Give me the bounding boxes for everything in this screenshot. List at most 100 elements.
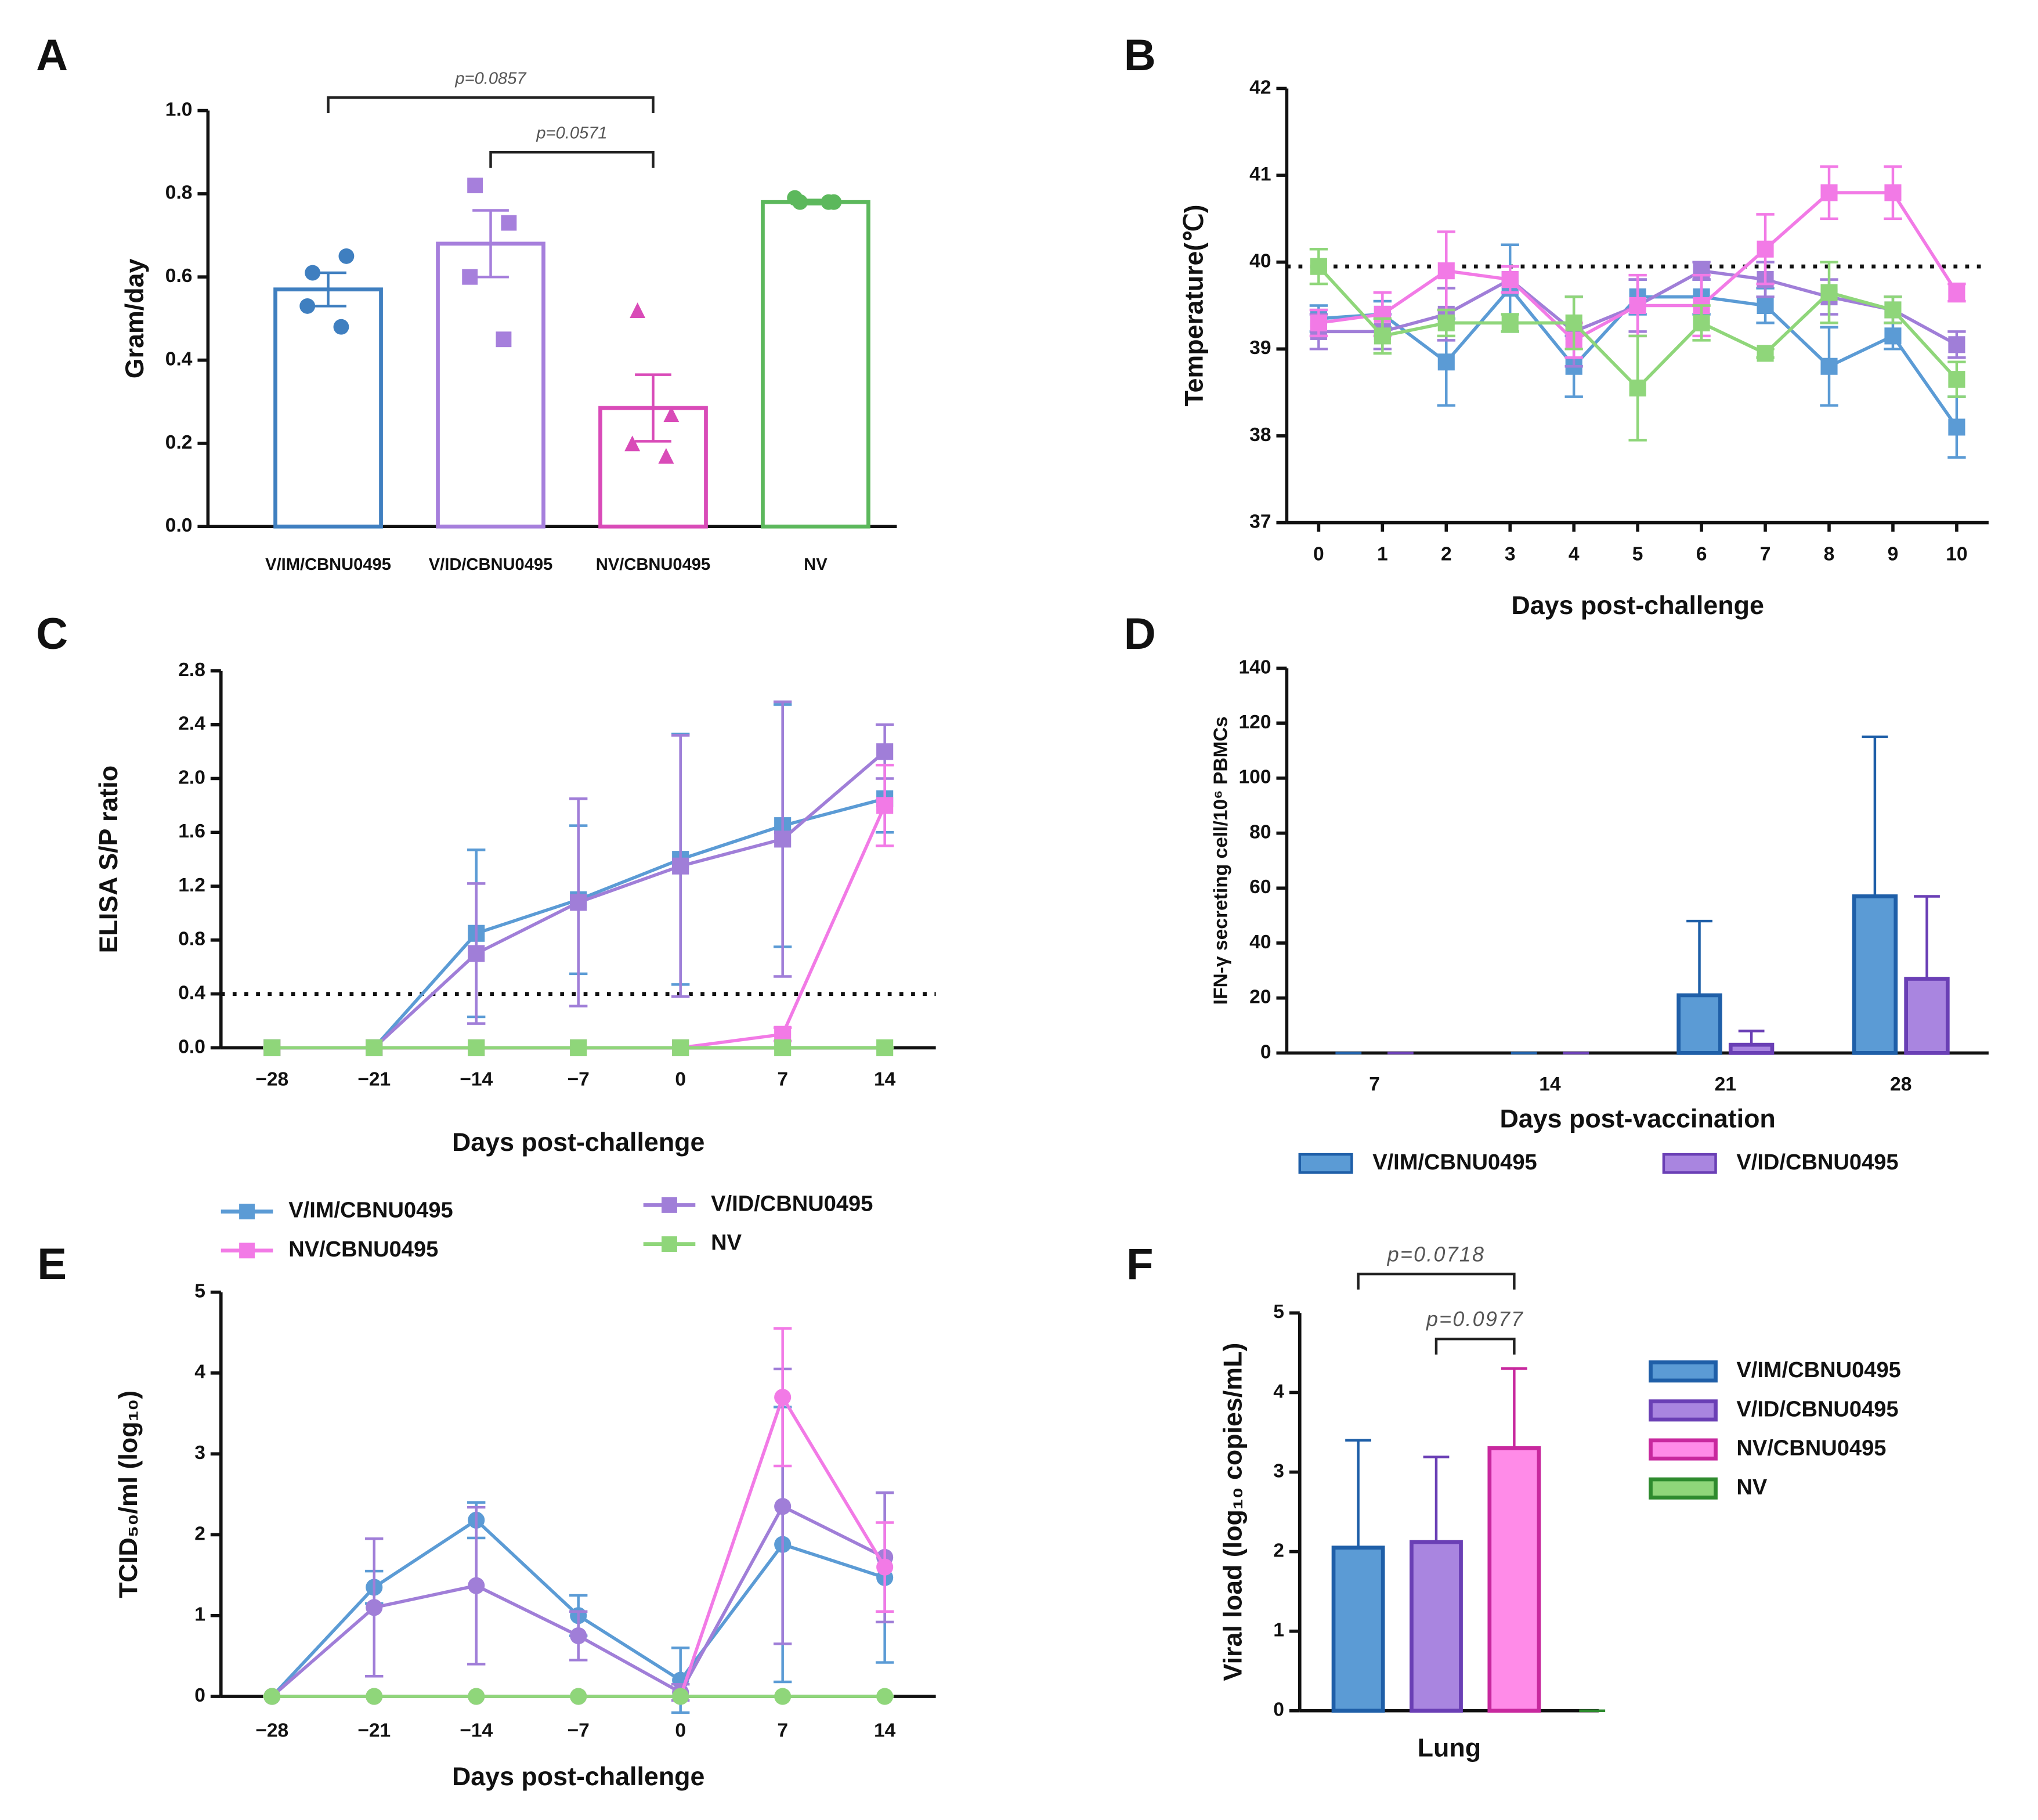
x-tick-label: 14 xyxy=(874,1720,896,1741)
marker xyxy=(1310,314,1327,331)
y-tick-label: 2 xyxy=(1273,1540,1284,1561)
x-tick-label: 5 xyxy=(1632,543,1643,565)
x-axis-label: Days post-vaccination xyxy=(1499,1104,1775,1133)
x-tick-label: 10 xyxy=(1946,543,1967,565)
x-tick-label: 7 xyxy=(1760,543,1771,565)
marker xyxy=(1948,418,1965,436)
p-value: p=0.0718 xyxy=(1387,1243,1485,1266)
y-axis-label: Gram/day xyxy=(120,259,149,379)
marker xyxy=(630,302,646,318)
marker xyxy=(1820,358,1838,375)
y-axis-label: IFN-γ secreting cell/10⁶ PBMCs xyxy=(1210,716,1231,1005)
bar xyxy=(1487,1446,1541,1713)
x-tick-label: NV xyxy=(804,555,828,574)
x-tick-label: 0 xyxy=(675,1068,686,1090)
x-tick-label: −21 xyxy=(357,1068,391,1090)
panel-label: D xyxy=(1124,609,1156,659)
x-tick-label: −28 xyxy=(255,1720,288,1741)
x-tick-label: Lung xyxy=(1418,1734,1481,1763)
marker xyxy=(821,194,837,210)
marker xyxy=(1948,371,1965,388)
panel-label: E xyxy=(37,1240,67,1289)
x-axis-label: Days post-challenge xyxy=(452,1128,705,1157)
legend-marker xyxy=(239,1204,255,1220)
marker xyxy=(263,1688,281,1705)
x-tick-label: 1 xyxy=(1377,543,1388,565)
legend-label: NV/CBNU0495 xyxy=(1736,1436,1886,1461)
y-tick-label: 0.0 xyxy=(165,515,193,536)
x-tick-label: 4 xyxy=(1569,543,1580,565)
marker xyxy=(1884,301,1902,319)
y-tick-label: 40 xyxy=(1249,251,1271,272)
y-tick-label: 0.8 xyxy=(165,182,193,204)
legend-label: V/ID/CBNU0495 xyxy=(1736,1150,1898,1175)
y-tick-label: 20 xyxy=(1249,987,1271,1008)
x-tick-label: 0 xyxy=(1313,543,1324,565)
y-tick-label: 2.0 xyxy=(178,767,205,788)
legend-swatch xyxy=(1649,1477,1718,1500)
x-tick-label: −21 xyxy=(357,1720,391,1741)
marker xyxy=(496,331,512,348)
marker xyxy=(468,1688,485,1705)
marker xyxy=(366,1039,383,1056)
panel-label: A xyxy=(36,31,68,80)
marker xyxy=(467,178,483,193)
marker xyxy=(1629,380,1646,397)
legend-marker xyxy=(662,1197,677,1213)
legend-label: NV/CBNU0495 xyxy=(288,1237,438,1262)
y-tick-label: 39 xyxy=(1249,337,1271,359)
y-axis-label: Viral load (log₁₀ copies/mL) xyxy=(1219,1343,1248,1681)
bar xyxy=(1728,1042,1775,1055)
y-tick-label: 140 xyxy=(1238,656,1271,678)
bar xyxy=(761,200,870,529)
y-tick-label: 60 xyxy=(1249,876,1271,898)
marker xyxy=(787,190,803,206)
x-tick-label: 3 xyxy=(1505,543,1516,565)
marker xyxy=(263,1039,281,1056)
marker xyxy=(570,1688,587,1705)
marker xyxy=(570,1627,587,1645)
y-tick-label: 80 xyxy=(1249,821,1271,843)
marker xyxy=(1501,314,1519,331)
x-axis-label: Days post-challenge xyxy=(1511,591,1764,620)
marker xyxy=(663,406,680,423)
marker xyxy=(1501,271,1519,288)
marker xyxy=(1310,258,1327,275)
marker xyxy=(876,1039,894,1056)
bar xyxy=(1904,977,1950,1055)
x-tick-label: NV/CBNU0495 xyxy=(596,555,710,574)
marker xyxy=(468,1039,485,1056)
legend-label: V/ID/CBNU0495 xyxy=(711,1191,873,1216)
x-tick-label: 2 xyxy=(1441,543,1452,565)
x-axis-label: Days post-challenge xyxy=(452,1762,705,1791)
marker xyxy=(1693,314,1710,331)
marker xyxy=(672,1688,689,1705)
marker xyxy=(774,1039,792,1056)
marker xyxy=(1820,284,1838,301)
marker xyxy=(876,1688,894,1705)
marker xyxy=(333,319,349,335)
panel-label: C xyxy=(36,609,68,659)
significance-bracket xyxy=(489,150,655,168)
legend-swatch xyxy=(1649,1399,1718,1422)
y-tick-label: 3 xyxy=(194,1442,205,1464)
y-tick-label: 2 xyxy=(194,1523,205,1544)
x-tick-label: −28 xyxy=(255,1068,288,1090)
marker xyxy=(1757,345,1774,362)
marker xyxy=(876,743,894,760)
x-tick-label: V/ID/CBNU0495 xyxy=(429,555,553,574)
y-axis-label: TCID₅₀/ml (log₁₀) xyxy=(114,1391,143,1598)
y-tick-label: 41 xyxy=(1249,164,1271,185)
marker xyxy=(366,1599,383,1616)
panel-label: B xyxy=(1124,31,1156,80)
marker xyxy=(672,857,689,875)
marker xyxy=(570,1039,587,1056)
p-value: p=0.0857 xyxy=(454,69,527,88)
x-tick-label: 8 xyxy=(1824,543,1835,565)
y-tick-label: 0.2 xyxy=(165,432,193,453)
marker xyxy=(774,1498,792,1515)
marker xyxy=(468,945,485,962)
y-tick-label: 37 xyxy=(1249,511,1271,532)
